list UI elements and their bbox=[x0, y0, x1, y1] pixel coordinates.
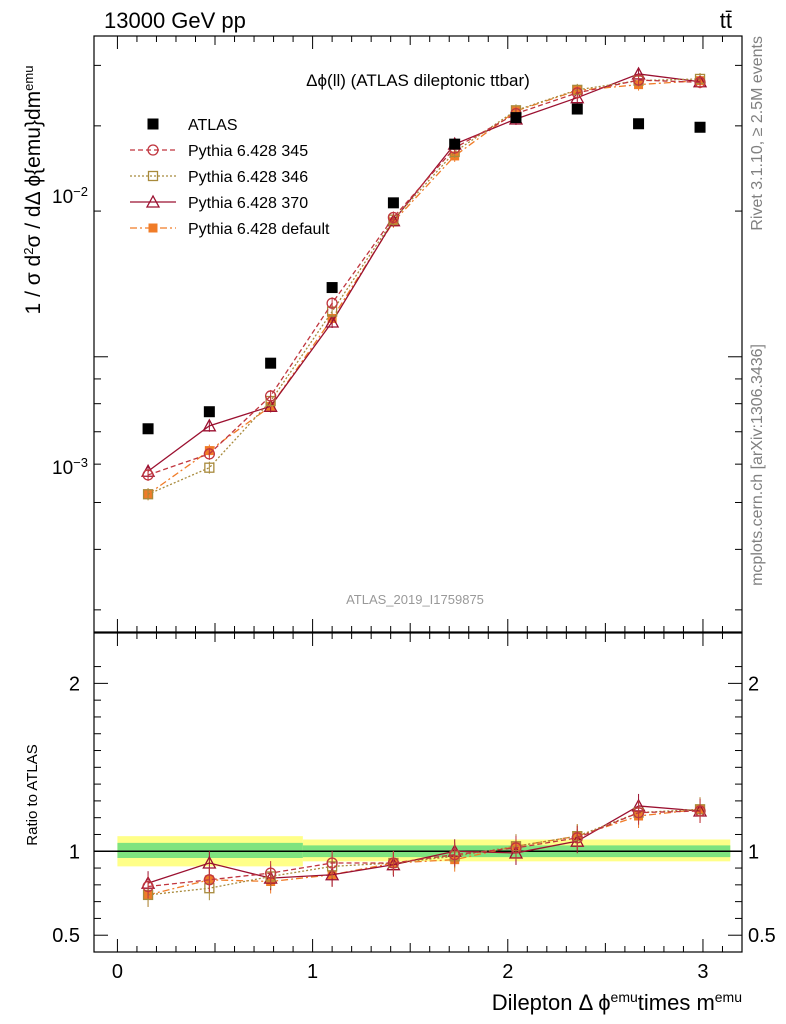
data-point bbox=[633, 118, 645, 130]
data-point bbox=[265, 357, 277, 369]
ratio-series-line bbox=[147, 805, 701, 884]
data-point bbox=[326, 282, 338, 294]
ytick-label-1e-3: 10−3 bbox=[52, 455, 88, 480]
data-point bbox=[571, 87, 583, 99]
main-ylabel: 1 / σ d2σ / dΔ ϕ{emu}dmemu bbox=[21, 66, 46, 315]
data-point bbox=[202, 418, 217, 432]
data-point bbox=[142, 469, 154, 481]
legend-label: Pythia 6.428 default bbox=[188, 221, 330, 238]
rivet-label: Rivet 3.1.10, ≥ 2.5M events bbox=[749, 36, 766, 231]
ratio-ytick-label-right: 2 bbox=[748, 673, 759, 695]
ratio-panel: 0.5 0.5 1 1 2 2 0 1 2 3 Ratio to ATLAS Dilepton Δ… bbox=[24, 632, 776, 1015]
site-label: mcplots.cern.ch [arXiv:1306.3436] bbox=[749, 344, 766, 586]
ratio-series-pythia-6-428-345 bbox=[142, 798, 706, 899]
band-inner-left bbox=[117, 842, 303, 858]
main-data-layer bbox=[140, 66, 708, 501]
series-line bbox=[147, 78, 701, 495]
ratio-point bbox=[142, 880, 154, 893]
data-point bbox=[203, 406, 215, 418]
main-ticks bbox=[94, 36, 742, 632]
legend-label: Pythia 6.428 370 bbox=[188, 195, 308, 212]
data-point bbox=[449, 138, 461, 150]
ytick-label-1e-2: 10−2 bbox=[52, 184, 88, 209]
ratio-point bbox=[449, 848, 461, 861]
ratio-ytick-label-right: 0.5 bbox=[748, 925, 776, 947]
data-point bbox=[326, 297, 338, 309]
header-left: 13000 GeV pp bbox=[104, 8, 246, 33]
legend-marker bbox=[148, 223, 158, 233]
data-point bbox=[264, 390, 277, 402]
data-point bbox=[387, 211, 400, 224]
ratio-series-line bbox=[147, 808, 701, 896]
legend-label: Pythia 6.428 345 bbox=[188, 143, 308, 160]
ratio-ytick-label-left: 1 bbox=[69, 841, 80, 863]
ratio-point bbox=[203, 874, 216, 886]
ratio-point bbox=[632, 806, 645, 819]
data-point bbox=[694, 121, 706, 133]
data-point bbox=[386, 213, 401, 227]
xtick-label: 0 bbox=[112, 961, 123, 983]
ratio-point bbox=[264, 867, 277, 879]
ratio-point bbox=[387, 857, 400, 869]
header-right: tt̄ bbox=[720, 8, 732, 33]
data-point bbox=[142, 489, 154, 500]
data-point bbox=[694, 76, 706, 88]
xtick-label: 3 bbox=[697, 961, 708, 983]
legend-label: Pythia 6.428 346 bbox=[188, 169, 308, 186]
data-point bbox=[203, 448, 216, 460]
legend-label: ATLAS bbox=[188, 117, 238, 134]
legend-marker bbox=[145, 194, 161, 208]
legend: ATLAS Pythia 6.428 345 Pythia 6.428 346 Pyt… bbox=[130, 117, 330, 238]
ratio-point bbox=[694, 805, 706, 817]
data-point bbox=[325, 314, 340, 328]
xtick-label: 2 bbox=[502, 961, 513, 983]
analysis-watermark: ATLAS_2019_I1759875 bbox=[346, 592, 484, 607]
xtick-label: 1 bbox=[307, 961, 318, 983]
ratio-frame bbox=[93, 632, 743, 953]
ratio-ytick-label-right: 1 bbox=[748, 841, 759, 863]
ratio-ytick-label-left: 0.5 bbox=[52, 925, 80, 947]
ratio-point bbox=[325, 867, 340, 881]
main-frame bbox=[93, 35, 743, 633]
main-title: Δϕ(ll) (ATLAS dileptonic ttbar) bbox=[306, 71, 530, 90]
ratio-data-layer bbox=[140, 793, 708, 907]
ratio-ytick-label-left: 2 bbox=[69, 673, 80, 695]
ratio-point bbox=[326, 857, 338, 869]
series-line bbox=[147, 79, 701, 476]
legend-marker bbox=[147, 118, 159, 130]
series-atlas bbox=[142, 103, 706, 435]
legend-marker bbox=[147, 170, 159, 182]
data-point bbox=[387, 197, 399, 209]
data-point bbox=[142, 423, 154, 435]
ratio-point bbox=[510, 842, 522, 854]
main-panel: Δϕ(ll) (ATLAS dileptonic ttbar) ATLAS_20… bbox=[21, 35, 743, 633]
data-point bbox=[510, 112, 522, 124]
series-line bbox=[147, 79, 701, 495]
x-axis-label: Dilepton Δ ϕemutimes memu bbox=[492, 989, 742, 1015]
data-point bbox=[632, 74, 645, 86]
ratio-point bbox=[571, 832, 583, 844]
ratio-series-line bbox=[147, 810, 701, 888]
ratio-ylabel: Ratio to ATLAS bbox=[24, 744, 41, 845]
legend-marker bbox=[147, 144, 159, 156]
ratio-series-line bbox=[147, 808, 701, 896]
ratio-ticks: 0.5 0.5 1 1 2 2 0 1 2 3 bbox=[52, 633, 776, 983]
data-point bbox=[204, 462, 215, 473]
data-point bbox=[571, 103, 583, 115]
